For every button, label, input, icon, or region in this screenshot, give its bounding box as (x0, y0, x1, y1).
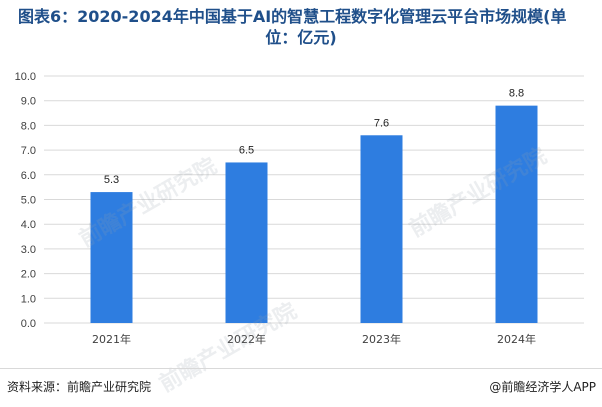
bar-chart: 0.0 1.0 2.0 3.0 4.0 5.0 6.0 7.0 8.0 9.0 10.0 5.3 6.… (15, 71, 584, 346)
data-label: 8.8 (509, 88, 524, 100)
brand-at-icon: @ (489, 380, 502, 394)
bar (225, 162, 268, 323)
y-tick-label: 9.0 (21, 96, 36, 108)
bars (90, 105, 538, 323)
y-tick-label: 4.0 (21, 219, 36, 231)
data-labels: 5.3 6.5 7.6 8.8 (104, 88, 524, 186)
brand: @前瞻经济学人APP (489, 378, 596, 395)
gridlines (44, 75, 584, 324)
y-tick-label: 8.0 (21, 120, 36, 132)
brand-text: 前瞻经济学人APP (501, 380, 596, 394)
x-tick-label: 2022年 (227, 332, 266, 346)
x-tick-label: 2021年 (92, 332, 131, 346)
chart-title-line1: 图表6：2020-2024年中国基于AI的智慧工程数字化管理云平台市场规模(单 (18, 7, 567, 26)
data-label: 6.5 (239, 144, 254, 156)
x-tick-label: 2024年 (497, 332, 536, 346)
y-tick-label: 10.0 (15, 71, 36, 83)
y-tick-label: 1.0 (21, 293, 36, 305)
y-tick-label: 3.0 (21, 244, 36, 256)
y-tick-label: 2.0 (21, 269, 36, 281)
data-label: 7.6 (374, 117, 389, 129)
y-tick-label: 7.0 (21, 145, 36, 157)
footer: 资料来源：前瞻产业研究院 @前瞻经济学人APP (0, 368, 602, 407)
bar (495, 105, 538, 323)
y-tick-label: 0.0 (21, 318, 36, 330)
x-axis-ticks: 2021年 2022年 2023年 2024年 (92, 332, 536, 346)
y-tick-label: 6.0 (21, 170, 36, 182)
chart-title: 图表6：2020-2024年中国基于AI的智慧工程数字化管理云平台市场规模(单位… (18, 6, 584, 48)
y-axis-ticks: 0.0 1.0 2.0 3.0 4.0 5.0 6.0 7.0 8.0 9.0 10.0 (15, 71, 36, 330)
bar (90, 192, 133, 323)
source-text: 资料来源：前瞻产业研究院 (7, 380, 152, 394)
data-label: 5.3 (104, 174, 119, 186)
x-tick-label: 2023年 (362, 332, 401, 346)
y-tick-label: 5.0 (21, 195, 36, 207)
bar (360, 135, 403, 323)
chart-title-line2: 位：亿元) (265, 28, 337, 47)
